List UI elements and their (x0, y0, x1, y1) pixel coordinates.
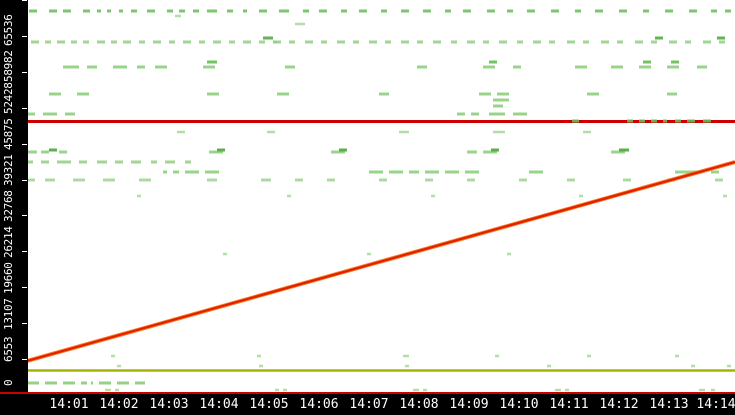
x-tick-label-1402: 14:02 (99, 397, 139, 412)
y-tick-mark (22, 108, 27, 109)
x-tick-label-1413: 14:13 (649, 397, 689, 412)
x-tick-label-1403: 14:03 (149, 397, 189, 412)
x-tick-label-1408: 14:08 (399, 397, 439, 412)
x-axis-baseline (0, 392, 735, 394)
rising-ramp-core (27, 160, 735, 363)
x-tick-label-1406: 14:06 (299, 397, 339, 412)
y-tick-mark (22, 72, 27, 73)
sparse-noise-dots (105, 14, 731, 392)
y-tick-label-52428: 52428 (2, 82, 15, 114)
y-tick-label-39321: 39321 (2, 154, 15, 186)
plot-left-border (27, 0, 28, 394)
x-tick-label-1412: 14:12 (599, 397, 639, 412)
y-tick-label-6553: 6553 (2, 336, 15, 362)
y-tick-label-19660: 19660 (2, 262, 15, 294)
y-tick-mark (22, 0, 27, 1)
y-tick-label-26214: 26214 (2, 226, 15, 258)
y-tick-label-58982: 58982 (2, 50, 15, 82)
scatter-band-58500-line (31, 36, 725, 44)
y-tick-mark (22, 144, 27, 145)
y-tick-mark (22, 287, 27, 288)
scatter-band-40500-line (27, 148, 629, 154)
plot-lines (27, 9, 735, 392)
scatter-band-47500-line (49, 92, 677, 108)
y-tick-label-13107: 13107 (2, 298, 15, 330)
y-tick-mark (22, 215, 27, 216)
scatter-band-53500-line (63, 60, 707, 69)
x-tick-label-1410: 14:10 (499, 397, 539, 412)
x-tick-label-1409: 14:09 (449, 397, 489, 412)
y-tick-mark (22, 251, 27, 252)
x-axis-strip: 14:01 14:02 14:03 14:04 14:05 14:06 14:0… (0, 394, 735, 415)
y-tick-mark (22, 36, 27, 37)
x-tick-label-1405: 14:05 (249, 397, 289, 412)
plot-area (27, 0, 735, 394)
y-axis-strip: 65536 58982 52428 45875 39321 32768 2621… (0, 0, 27, 394)
x-tick-label-1407: 14:07 (349, 397, 389, 412)
x-tick-label-1401: 14:01 (49, 397, 89, 412)
y-tick-mark (22, 323, 27, 324)
x-tick-label-1414: 14:14 (696, 397, 735, 412)
y-tick-label-45875: 45875 (2, 118, 15, 150)
y-tick-mark (22, 359, 27, 360)
y-tick-label-65536: 65536 (2, 14, 15, 46)
x-tick-label-1411: 14:11 (549, 397, 589, 412)
x-tick-label-1404: 14:04 (199, 397, 239, 412)
y-tick-label-0: 0 (2, 379, 15, 386)
y-tick-label-32768: 32768 (2, 190, 15, 222)
y-tick-mark (22, 180, 27, 181)
